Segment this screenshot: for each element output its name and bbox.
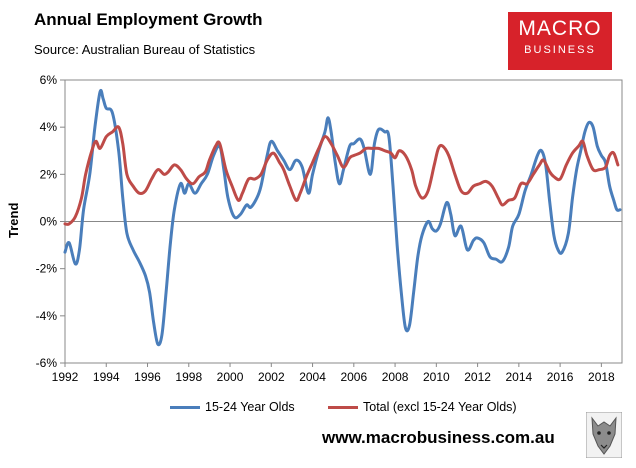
y-tick-label: 6%	[40, 73, 58, 87]
series-layer	[63, 89, 622, 347]
y-tick-label: 2%	[40, 167, 58, 181]
x-axis: 1992 1994 1996 1998 2000 2002 2004 2006 2008 2010…	[52, 363, 615, 384]
legend-item-total: Total (excl 15-24 Year Olds)	[328, 400, 517, 414]
x-tick-label: 2014	[506, 370, 533, 384]
logo-line2: BUSINESS	[524, 44, 596, 56]
y-tick-label: 0%	[40, 215, 58, 229]
legend-swatch-youth	[170, 406, 200, 410]
macrobusiness-logo: MACRO BUSINESS	[508, 12, 612, 70]
x-tick-label: 2004	[299, 370, 326, 384]
series-line-youth	[63, 89, 622, 347]
y-axis: -6% -4% -2% 0% 2% 4% 6%	[36, 73, 65, 370]
x-tick-label: 2016	[547, 370, 574, 384]
x-tick-label: 2010	[423, 370, 450, 384]
chart-subtitle: Source: Australian Bureau of Statistics	[34, 42, 256, 57]
legend-label-youth: 15-24 Year Olds	[205, 400, 295, 414]
legend-item-youth: 15-24 Year Olds	[170, 400, 295, 414]
y-tick-label: -4%	[36, 309, 58, 323]
chart-title: Annual Employment Growth	[34, 10, 263, 29]
logo-line1: MACRO	[518, 17, 602, 40]
wolf-logo-icon	[586, 412, 622, 458]
x-tick-label: 2018	[588, 370, 615, 384]
y-tick-label: -2%	[36, 262, 58, 276]
x-tick-label: 1992	[52, 370, 79, 384]
x-tick-label: 2000	[217, 370, 244, 384]
x-tick-label: 1994	[93, 370, 120, 384]
x-tick-label: 2012	[464, 370, 491, 384]
website-url: www.macrobusiness.com.au	[322, 428, 555, 447]
y-tick-label: -6%	[36, 356, 58, 370]
series-line-total	[63, 125, 620, 226]
legend-swatch-total	[328, 406, 358, 410]
x-tick-label: 1998	[175, 370, 202, 384]
y-axis-title: Trend	[6, 202, 21, 238]
x-tick-label: 2002	[258, 370, 285, 384]
y-tick-label: 4%	[40, 120, 58, 134]
x-tick-label: 1996	[134, 370, 161, 384]
x-tick-label: 2008	[382, 370, 409, 384]
legend-label-total: Total (excl 15-24 Year Olds)	[363, 400, 517, 414]
x-tick-label: 2006	[340, 370, 367, 384]
